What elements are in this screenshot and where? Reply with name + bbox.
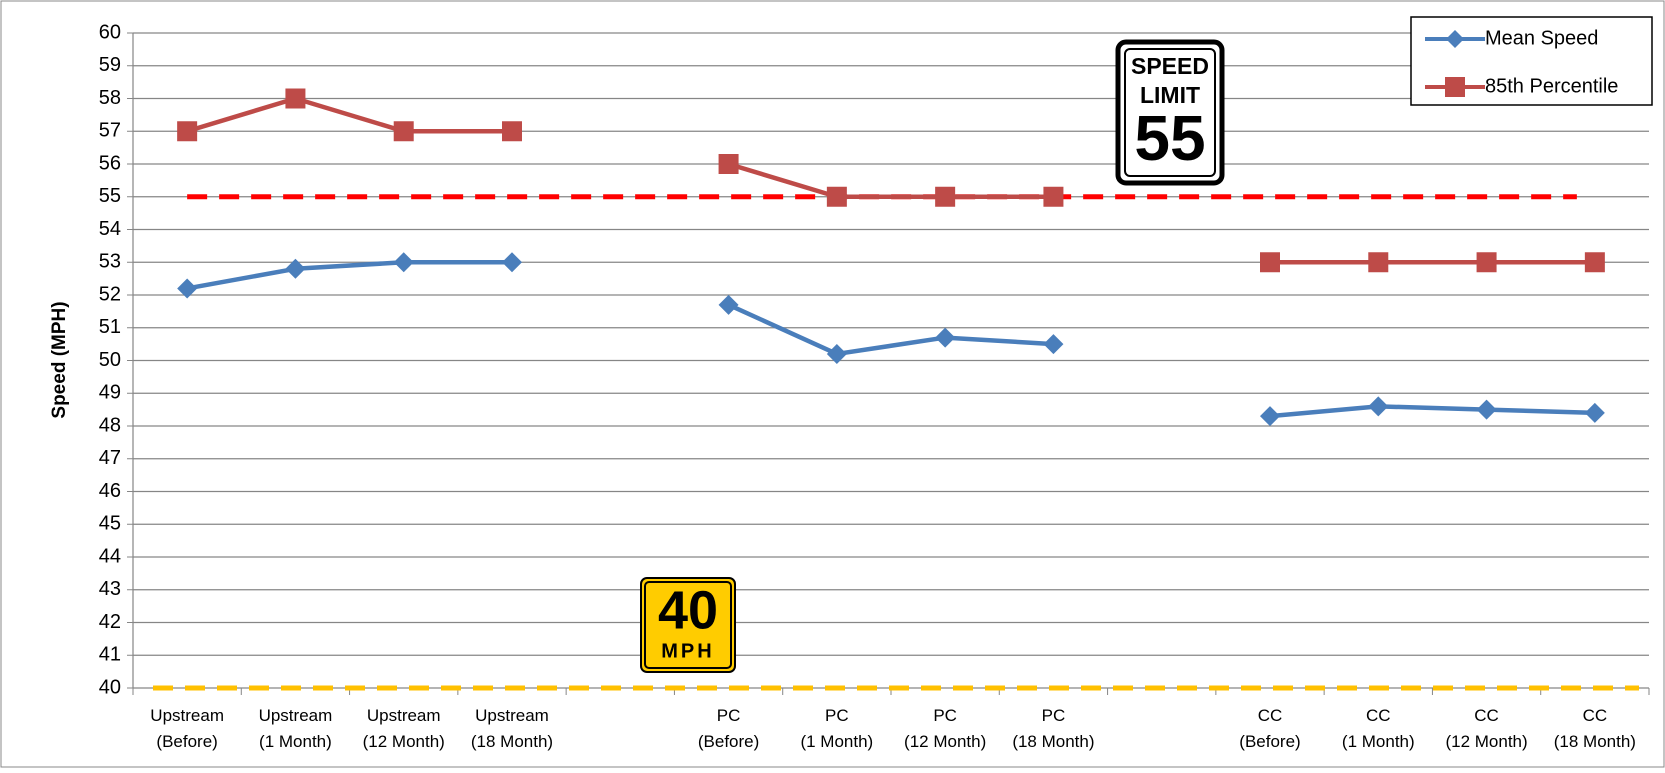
x-tick-label: PC (1 Month) (800, 706, 873, 751)
y-tick-label: 45 (99, 513, 121, 535)
marker (718, 294, 739, 315)
x-tick-label: Upstream (1 Month) (259, 706, 333, 751)
x-tick-label: Upstream (Before) (150, 706, 224, 751)
x-tick-label: PC (Before) (698, 706, 759, 751)
sign-inner (644, 581, 732, 669)
x-tick-label: PC (18 Month) (1012, 706, 1094, 751)
marker (935, 327, 956, 348)
y-tick-label: 54 (99, 218, 121, 240)
marker (1368, 252, 1389, 273)
marker (718, 154, 739, 174)
x-tick-label: CC (Before) (1239, 706, 1300, 751)
series-line (186, 260, 1595, 419)
y-tick-label: 55 (99, 185, 121, 207)
sign-text: 40 (658, 580, 718, 640)
marker (1584, 252, 1605, 273)
sign-inner (1124, 48, 1216, 177)
y-tick-label: 44 (99, 545, 121, 567)
x-tick-label: Upstream (18 Month) (471, 706, 553, 751)
y-tick-label: 60 (99, 21, 121, 43)
marker (285, 88, 306, 109)
sign-text: 55 (1134, 102, 1205, 174)
marker (826, 186, 847, 207)
marker (393, 252, 414, 273)
marker (393, 121, 414, 142)
y-tick-label: 50 (99, 349, 121, 371)
marker (1260, 252, 1280, 273)
sign-text: MPH (661, 640, 714, 662)
y-tick-label: 42 (99, 611, 121, 633)
x-tick-label: CC (1 Month) (1342, 706, 1415, 751)
y-tick-label: 58 (99, 87, 121, 109)
marker (1260, 406, 1280, 427)
x-tick-label: CC (18 Month) (1554, 706, 1636, 751)
marker (1368, 396, 1389, 417)
marker (177, 278, 198, 299)
y-tick-label: 43 (99, 578, 121, 600)
marker (1476, 252, 1497, 273)
marker (826, 343, 847, 364)
x-tick-label: CC (12 Month) (1445, 706, 1527, 751)
y-tick-label: 51 (99, 316, 121, 338)
y-tick-label: 47 (99, 447, 121, 469)
y-tick-label: 56 (99, 152, 121, 174)
y-tick-label: 53 (99, 251, 121, 273)
x-tick-label: Upstream (12 Month) (363, 706, 445, 751)
marker (1043, 186, 1064, 207)
marker (177, 121, 198, 142)
sign-text: LIMIT (1140, 82, 1200, 108)
y-tick-label: 57 (99, 120, 121, 142)
y-tick-label: 46 (99, 480, 121, 502)
legend-label: Mean Speed (1485, 27, 1598, 49)
y-tick-label: 48 (99, 414, 121, 436)
y-tick-label: 52 (99, 283, 121, 305)
marker (1043, 334, 1064, 355)
marker (285, 258, 306, 279)
marker (935, 186, 956, 207)
marker (1584, 402, 1605, 423)
y-tick-label: 59 (99, 54, 121, 76)
sign-text: SPEED (1131, 53, 1209, 79)
marker (502, 121, 522, 142)
x-tick-label: PC (12 Month) (904, 706, 986, 751)
advisory-sign (640, 577, 736, 673)
speed-limit-sign (1115, 39, 1225, 186)
marker (1476, 399, 1497, 420)
legend-marker (1446, 30, 1464, 48)
legend-marker (1445, 77, 1465, 97)
y-axis-label: Speed (MPH) (49, 301, 70, 418)
y-tick-label: 49 (99, 382, 121, 404)
marker (502, 252, 522, 273)
y-tick-label: 40 (99, 676, 121, 698)
legend-label: 85th Percentile (1485, 75, 1618, 97)
series-line (186, 96, 1595, 265)
y-tick-label: 41 (99, 644, 121, 666)
